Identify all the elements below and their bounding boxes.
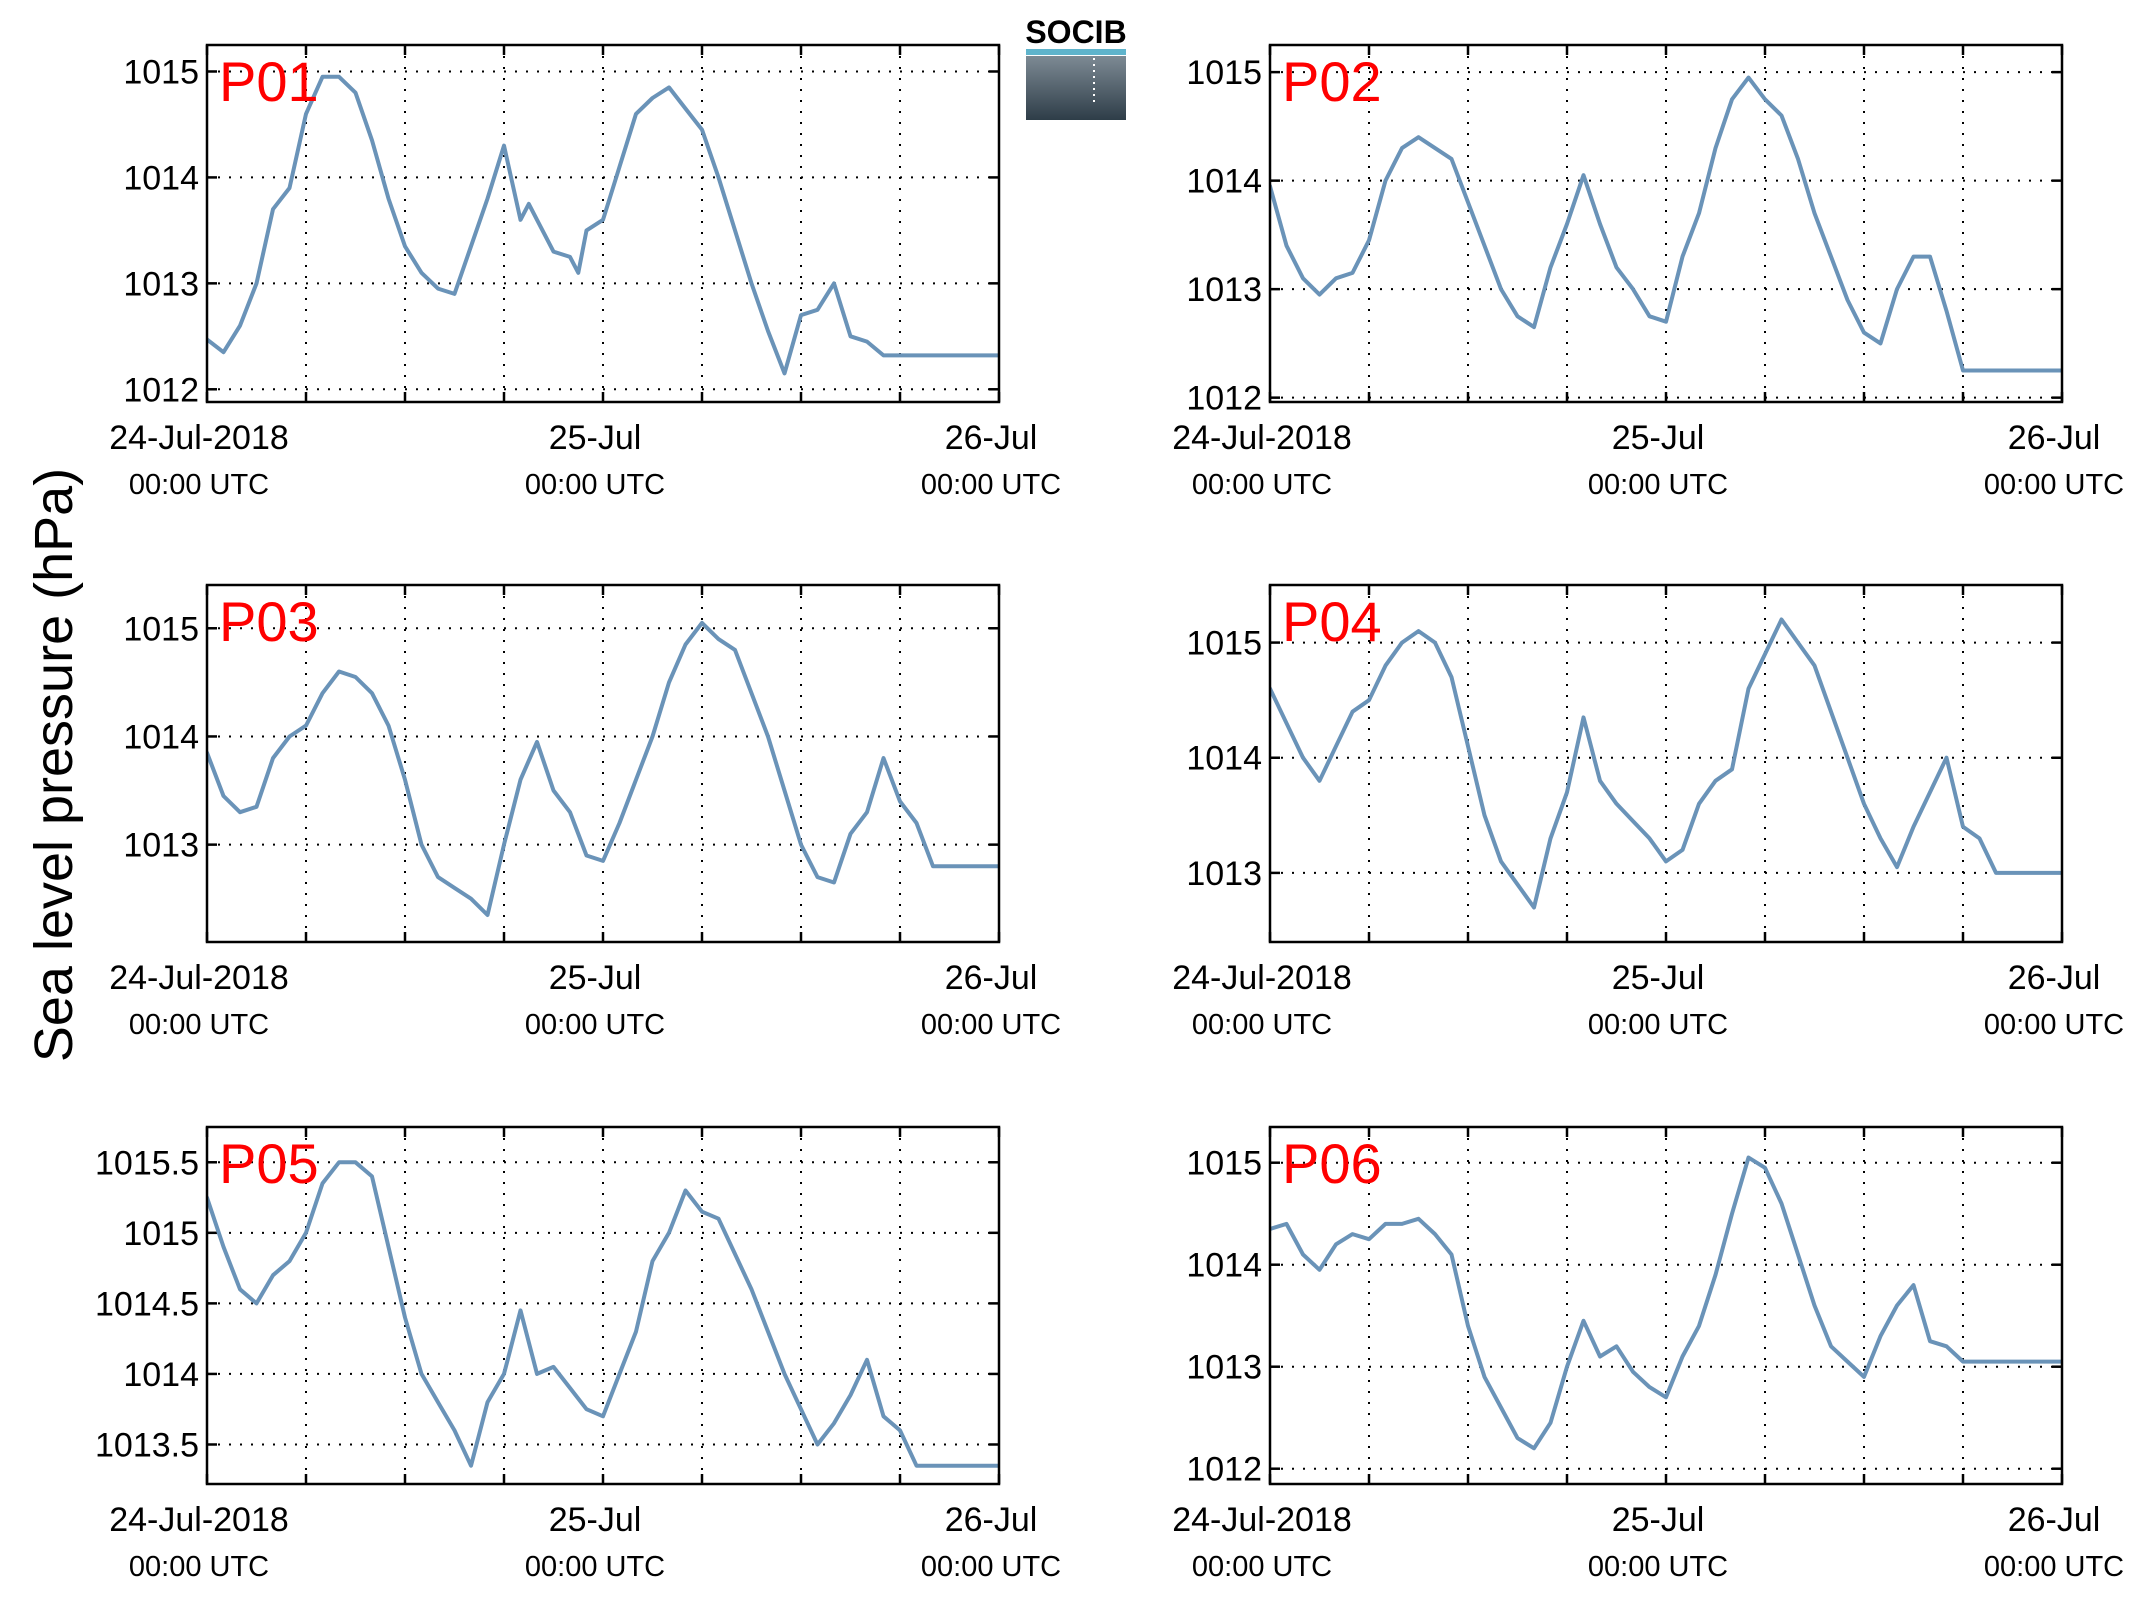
logo-text: SOCIB	[1025, 14, 1126, 50]
panel-label: P04	[1282, 590, 1382, 653]
series-line-p02	[1270, 75, 2062, 373]
x-tick-sublabel: 00:00 UTC	[1192, 1551, 1332, 1583]
y-tick-label: 1014	[123, 1356, 199, 1394]
x-tick-label: 24-Jul-2018	[109, 1501, 289, 1539]
x-tick-label: 25-Jul	[549, 959, 642, 997]
x-tick-sublabel: 00:00 UTC	[129, 1009, 269, 1041]
y-axis-label: Sea level pressure (hPa)	[24, 468, 84, 1062]
y-tick-label: 1015	[1186, 54, 1262, 92]
series-line-p04	[1270, 617, 2062, 910]
chart-panel-p01: 1012 1013 1014 1015 24-Jul-2018 00:00 UTC 25-J…	[109, 43, 1061, 501]
panel-label: P03	[219, 590, 319, 653]
series-line-p03	[207, 620, 999, 917]
y-tick-label: 1014	[1186, 740, 1262, 778]
y-tick-label: 1012	[1186, 1451, 1262, 1489]
chart-panel-p06: 1012 1013 1014 1015 24-Jul-2018 00:00 UTC 25-J…	[1172, 1125, 2124, 1583]
chart-panel-p05: 1013.5 1014 1014.5 1015 1015.5 24-Jul-2018 00:…	[95, 1125, 1061, 1583]
axes-frame	[1268, 1125, 2064, 1486]
x-tick-label: 25-Jul	[1612, 959, 1705, 997]
x-tick-sublabel: 00:00 UTC	[129, 469, 269, 501]
y-tick-label: 1013	[1186, 1349, 1262, 1387]
x-tick-label: 24-Jul-2018	[109, 419, 289, 457]
y-tick-label: 1015.5	[95, 1144, 199, 1182]
y-tick-label: 1014	[123, 159, 199, 197]
x-tick-sublabel: 00:00 UTC	[1984, 1009, 2124, 1041]
series-line-p06	[1270, 1155, 2062, 1451]
axes-frame	[1268, 43, 2064, 404]
chart-panel-p02: 1012 1013 1014 1015 24-Jul-2018 00:00 UTC 25-J…	[1172, 43, 2124, 501]
x-tick-sublabel: 00:00 UTC	[1192, 1009, 1332, 1041]
x-tick-label: 26-Jul	[2008, 959, 2101, 997]
axes-frame	[205, 1125, 1001, 1486]
x-tick-label: 24-Jul-2018	[1172, 959, 1352, 997]
x-tick-sublabel: 00:00 UTC	[1984, 1551, 2124, 1583]
y-tick-label: 1012	[1186, 380, 1262, 418]
x-tick-label: 26-Jul	[2008, 1501, 2101, 1539]
x-tick-sublabel: 00:00 UTC	[1588, 1551, 1728, 1583]
y-tick-label: 1013	[123, 827, 199, 865]
y-tick-label: 1013	[1186, 271, 1262, 309]
x-tick-sublabel: 00:00 UTC	[525, 469, 665, 501]
y-tick-label: 1015	[1186, 625, 1262, 663]
y-tick-label: 1015	[1186, 1145, 1262, 1183]
chart-panel-p03: 1013 1014 1015 24-Jul-2018 00:00 UTC 25-Jul 00…	[109, 583, 1061, 1041]
y-tick-label: 1014	[123, 718, 199, 756]
x-tick-label: 26-Jul	[945, 1501, 1038, 1539]
x-tick-sublabel: 00:00 UTC	[129, 1551, 269, 1583]
series-line-p05	[207, 1160, 999, 1468]
x-tick-label: 25-Jul	[1612, 1501, 1705, 1539]
x-tick-label: 26-Jul	[945, 419, 1038, 457]
y-tick-label: 1014	[1186, 163, 1262, 201]
x-tick-sublabel: 00:00 UTC	[1192, 469, 1332, 501]
axes-frame	[1268, 583, 2064, 944]
x-tick-label: 25-Jul	[549, 1501, 642, 1539]
y-tick-label: 1015	[123, 610, 199, 648]
x-tick-label: 25-Jul	[1612, 419, 1705, 457]
x-tick-sublabel: 00:00 UTC	[1588, 1009, 1728, 1041]
panel-label: P02	[1282, 50, 1382, 113]
logo-band	[1026, 49, 1126, 55]
logo-block	[1026, 56, 1126, 120]
panel-label: P05	[219, 1132, 319, 1195]
y-tick-label: 1013.5	[95, 1426, 199, 1464]
y-tick-label: 1012	[123, 371, 199, 409]
x-tick-sublabel: 00:00 UTC	[921, 1551, 1061, 1583]
y-tick-label: 1014.5	[95, 1285, 199, 1323]
axes-frame	[205, 43, 1001, 404]
x-tick-label: 24-Jul-2018	[1172, 419, 1352, 457]
x-tick-label: 26-Jul	[945, 959, 1038, 997]
panel-label: P01	[219, 50, 319, 113]
x-tick-sublabel: 00:00 UTC	[921, 1009, 1061, 1041]
y-tick-label: 1015	[123, 53, 199, 91]
y-tick-label: 1015	[123, 1215, 199, 1253]
panels-group: 1012 1013 1014 1015 24-Jul-2018 00:00 UTC 25-J…	[95, 43, 2124, 1583]
x-tick-label: 25-Jul	[549, 419, 642, 457]
x-tick-label: 26-Jul	[2008, 419, 2101, 457]
chart-panel-p04: 1013 1014 1015 24-Jul-2018 00:00 UTC 25-Jul 00…	[1172, 583, 2124, 1041]
x-tick-label: 24-Jul-2018	[1172, 1501, 1352, 1539]
y-tick-label: 1014	[1186, 1247, 1262, 1285]
x-tick-sublabel: 00:00 UTC	[921, 469, 1061, 501]
x-tick-sublabel: 00:00 UTC	[1984, 469, 2124, 501]
x-tick-label: 24-Jul-2018	[109, 959, 289, 997]
x-tick-sublabel: 00:00 UTC	[525, 1009, 665, 1041]
x-tick-sublabel: 00:00 UTC	[525, 1551, 665, 1583]
series-line-p01	[207, 74, 999, 376]
socib-logo: SOCIB	[1025, 14, 1127, 120]
y-tick-label: 1013	[123, 265, 199, 303]
y-tick-label: 1013	[1186, 855, 1262, 893]
axes-frame	[205, 583, 1001, 944]
x-tick-sublabel: 00:00 UTC	[1588, 469, 1728, 501]
panel-label: P06	[1282, 1132, 1382, 1195]
